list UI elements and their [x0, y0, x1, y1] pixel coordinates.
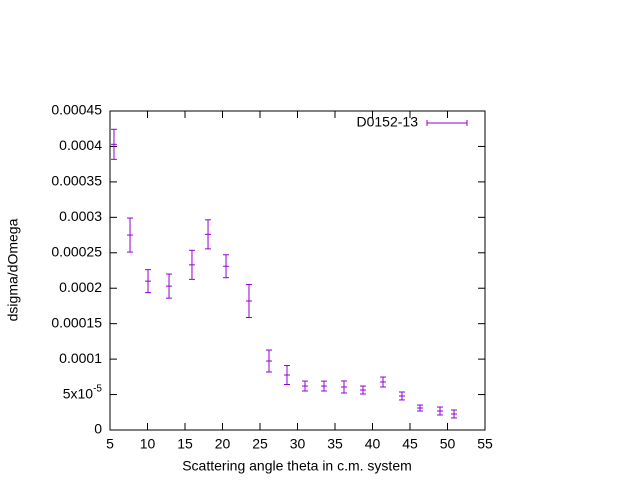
y-tick-label: 0.0003 — [59, 208, 102, 224]
error-bar — [145, 269, 152, 294]
error-bar — [266, 349, 272, 373]
error-bar — [188, 249, 195, 280]
x-axis-label: Scattering angle theta in c.m. system — [182, 458, 412, 474]
error-bar — [284, 364, 290, 385]
error-bar — [341, 380, 347, 394]
x-tick-label: 30 — [290, 436, 306, 452]
error-bar — [166, 273, 173, 299]
error-bar — [127, 217, 134, 253]
x-tick-label: 25 — [252, 436, 268, 452]
x-tick-label: 55 — [477, 436, 493, 452]
y-tick-label: 5x10-5 — [63, 383, 103, 401]
error-bar — [451, 409, 458, 419]
plot-frame — [109, 110, 486, 431]
error-bar — [245, 283, 252, 318]
x-tick-label: 10 — [140, 436, 156, 452]
error-bar — [359, 385, 366, 395]
x-tick-label: 20 — [215, 436, 231, 452]
x-tick-label: 5 — [106, 436, 114, 452]
error-bar — [380, 376, 386, 388]
y-tick-label: 0.00035 — [51, 173, 102, 189]
error-bar — [205, 219, 212, 250]
error-bar — [110, 128, 117, 160]
error-bar — [302, 380, 308, 392]
y-tick-label: 0.00045 — [51, 102, 102, 118]
error-bar — [223, 254, 230, 279]
y-axis-label: dsigma/dOmega — [5, 218, 21, 321]
y-tick-label: 0 — [94, 421, 102, 437]
error-bar — [320, 380, 327, 392]
y-tick-label: 0.0001 — [59, 350, 102, 366]
y-tick-label: 0.0004 — [59, 137, 102, 153]
error-bar — [416, 404, 423, 412]
x-tick-label: 35 — [327, 436, 343, 452]
y-tick-label: 0.00015 — [51, 314, 102, 330]
x-tick-label: 50 — [440, 436, 456, 452]
error-bar — [398, 391, 405, 401]
x-tick-label: 45 — [402, 436, 418, 452]
legend-label: D0152-13 — [357, 114, 419, 130]
error-bar — [437, 406, 443, 416]
x-tick-label: 40 — [365, 436, 381, 452]
x-tick-label: 15 — [177, 436, 193, 452]
y-tick-label: 0.00025 — [51, 243, 102, 259]
y-tick-label: 0.0002 — [59, 279, 102, 295]
